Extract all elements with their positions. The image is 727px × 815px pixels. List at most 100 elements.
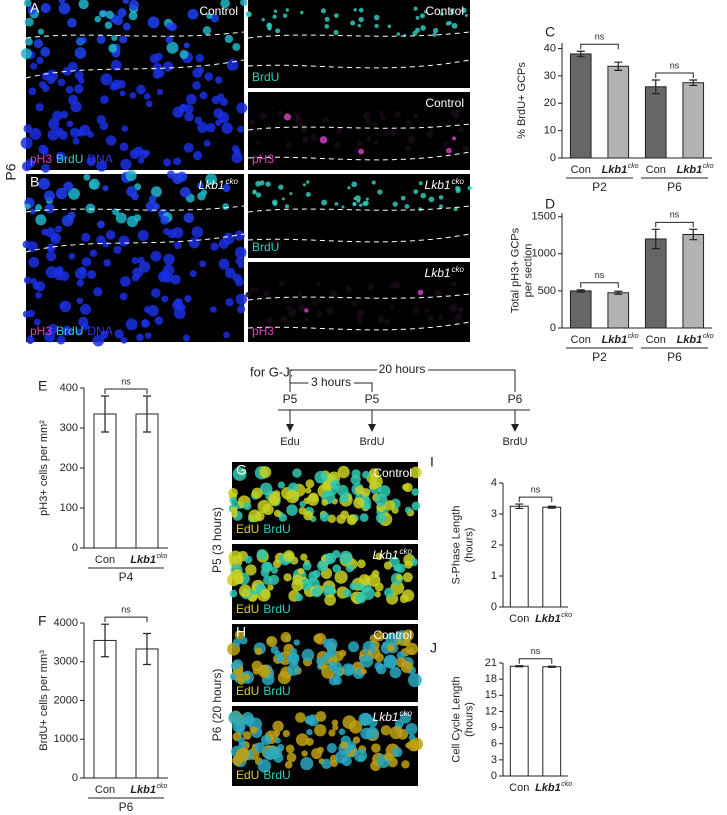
x-tick-label: Lkb1: [535, 613, 561, 625]
cell: [272, 720, 284, 733]
significance-label: ns: [531, 484, 541, 494]
cell: [38, 177, 51, 190]
cell: [277, 110, 283, 116]
cell: [262, 503, 274, 516]
cell: [229, 673, 237, 681]
cell: [303, 510, 314, 521]
x-tick-sup: cko: [561, 612, 572, 619]
cell: [369, 646, 377, 653]
cell: [105, 135, 117, 146]
y-tick-label: 3: [491, 754, 497, 766]
cell: [353, 196, 357, 201]
y-tick-label: 100: [60, 502, 78, 514]
cell: [148, 195, 157, 203]
cell: [40, 3, 51, 14]
cell: [405, 145, 412, 152]
x-tick-label: Con: [95, 554, 115, 566]
significance-bracket: [518, 658, 553, 664]
cell: [259, 482, 273, 496]
cell: [440, 12, 444, 16]
group-label: P4: [119, 570, 134, 584]
cell: [266, 636, 278, 648]
cell: [454, 313, 463, 322]
cell: [343, 589, 352, 598]
cell: [42, 84, 50, 93]
stain-label: BrdU: [263, 602, 290, 616]
cell: [387, 24, 392, 29]
y-tick-label: 0: [550, 322, 556, 334]
cell: [324, 16, 330, 22]
cell: [356, 313, 363, 320]
cell: [326, 307, 334, 315]
y-tick-label: 0: [72, 772, 78, 784]
cell: [145, 100, 153, 108]
x-tick-label: Lkb1: [677, 334, 703, 346]
cell: [451, 281, 457, 287]
condition: Control: [373, 466, 412, 480]
cell: [382, 131, 389, 137]
cell: [219, 97, 229, 107]
cell: [37, 28, 44, 35]
timepoint-age: P5: [365, 392, 380, 406]
cell: [120, 336, 128, 344]
cell: [285, 142, 293, 149]
cell: [415, 15, 420, 20]
cell: [358, 16, 364, 23]
bar: [607, 292, 630, 329]
cell: [375, 512, 387, 524]
cell: [374, 23, 379, 29]
cell: [353, 8, 357, 12]
cell: [122, 22, 131, 31]
cell: [405, 742, 412, 749]
cell: [96, 160, 108, 172]
group-label: P2: [592, 180, 607, 194]
cell: [384, 318, 390, 325]
cell: [365, 119, 372, 125]
cell: [352, 736, 361, 744]
condition-sup: cko: [226, 177, 239, 186]
cell: [192, 81, 201, 90]
cell: [457, 307, 464, 313]
cell: [54, 225, 63, 233]
cell: [243, 502, 252, 511]
x-tick-sup: cko: [703, 163, 714, 170]
y-tick-label: 0: [491, 601, 497, 613]
cell: [390, 580, 405, 595]
cell: [155, 68, 165, 78]
cell: [331, 719, 339, 727]
cell: [47, 129, 59, 141]
cell: [75, 328, 83, 336]
cell: [44, 331, 56, 343]
cell: [74, 84, 84, 94]
cell: [231, 511, 238, 518]
cell: [76, 37, 84, 45]
y-tick-label: 200: [60, 462, 78, 474]
cell: [66, 120, 74, 128]
bar: [569, 53, 592, 159]
cell: [20, 137, 33, 150]
cell: [290, 647, 298, 655]
cell: [394, 564, 402, 572]
cell: [306, 728, 313, 736]
cell: [358, 148, 365, 155]
cell: [232, 467, 247, 481]
y-axis-label: per section: [522, 244, 534, 298]
cell: [267, 26, 272, 31]
significance-label: ns: [670, 210, 680, 220]
cell: [327, 514, 337, 523]
cell: [304, 308, 309, 313]
cell: [74, 47, 87, 59]
cell: [389, 304, 395, 310]
y-axis-label: (hours): [463, 702, 475, 737]
stain-label: pH3: [30, 324, 52, 338]
stain-label: BrdU: [263, 768, 290, 782]
cell: [273, 509, 282, 518]
cell: [409, 466, 422, 479]
cell: [347, 186, 351, 190]
cell: [352, 201, 357, 206]
error-bar: [515, 503, 524, 510]
cell: [46, 243, 56, 253]
stain-label: BrdU: [56, 152, 83, 166]
